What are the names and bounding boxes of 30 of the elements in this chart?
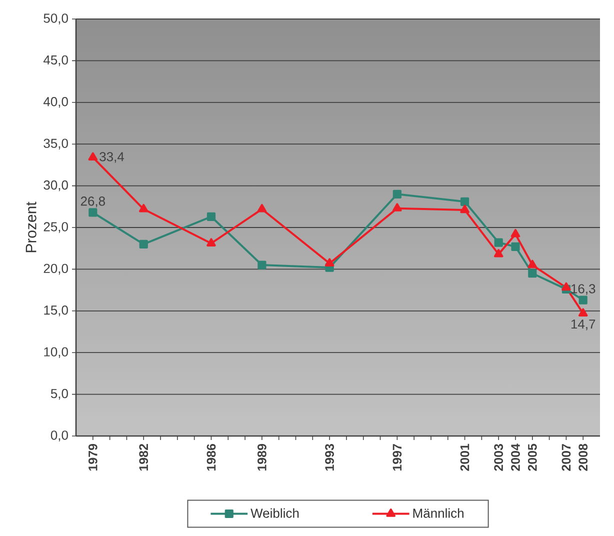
x-tick-label: 1986 [206,444,216,471]
x-tick-label: 2008 [578,444,588,471]
x-tick-label: 1979 [88,444,98,471]
x-tick-label: 2004 [511,444,520,471]
y-tick-label: 15,0 [44,306,68,316]
x-tick-label: 1993 [325,444,334,471]
y-axis-title: Prozent [26,202,36,252]
y-tick-label: 45,0 [43,55,68,66]
data-label: 33,4 [100,152,124,163]
y-tick-label: 30,0 [44,180,68,192]
data-label: 14,7 [571,320,596,330]
x-tick-label: 2001 [460,444,470,471]
x-tick-label: 2005 [528,444,537,471]
legend-label: Weiblich [250,508,299,518]
x-tick-label: 1989 [258,444,266,471]
y-tick-label: 40,0 [43,97,68,108]
y-tick-label: 20,0 [44,264,68,275]
data-label: 16,3 [571,284,596,295]
y-tick-label: 5,0 [50,388,68,400]
x-tick-label: 2007 [562,444,571,471]
y-tick-label: 50,0 [44,14,68,24]
legend-label: Männlich [413,508,464,518]
data-label: 26,8 [80,196,105,208]
x-tick-label: 2003 [494,444,504,471]
x-tick-label: 1997 [392,444,402,471]
y-tick-label: 10,0 [44,347,68,358]
y-tick-label: 0,0 [50,430,68,442]
y-tick-label: 35,0 [44,138,68,150]
y-tick-label: 25,0 [44,222,68,233]
x-tick-label: 1982 [139,444,148,471]
